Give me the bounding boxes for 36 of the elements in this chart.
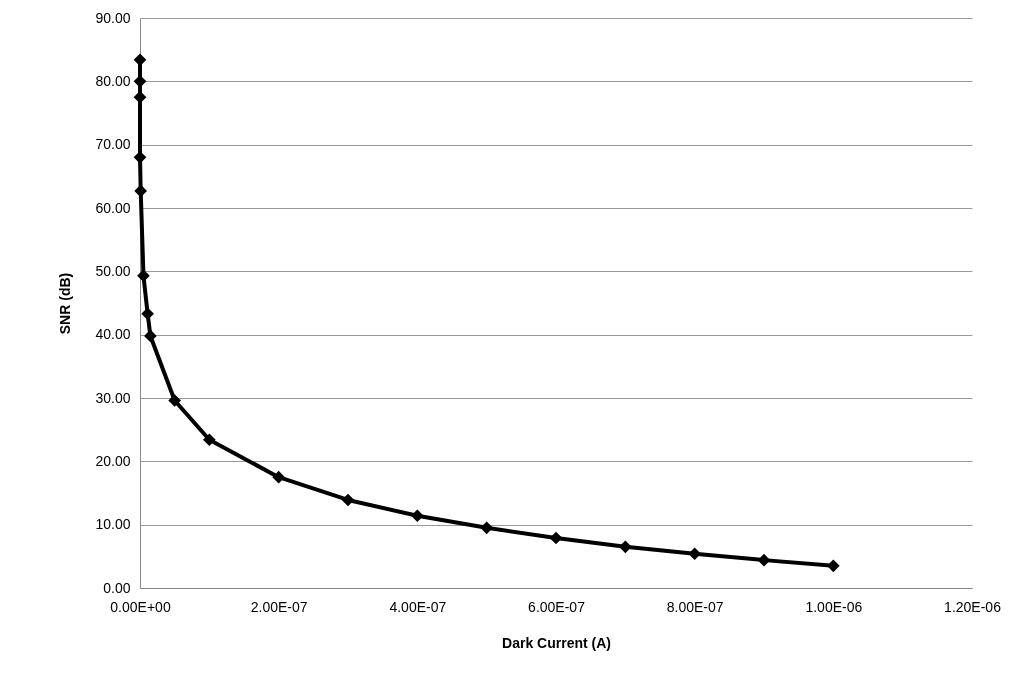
point [168,394,181,407]
x-tick-label: 6.00E-07 [528,598,586,615]
y-tick-label: 0.00 [103,579,131,596]
y-tick-label: 40.00 [95,326,131,343]
point [341,493,355,507]
point [141,307,154,321]
y-tick-label: 70.00 [95,136,131,153]
point [619,540,632,554]
x-tick-label: 0.00E+00 [110,598,171,615]
y-tick-label: 20.00 [95,452,131,469]
point [203,433,216,447]
point [827,559,840,573]
point [134,184,148,198]
point [480,521,493,535]
x-tick-label: 2.00E-07 [250,598,308,615]
y-tick-label: 10.00 [95,516,131,533]
x-tick-label: 4.00E-07 [389,598,447,615]
y-tick-label: 30.00 [95,389,131,406]
point [137,269,150,283]
point [688,547,701,561]
x-tick-label: 8.00E-07 [666,598,724,615]
y-tick-label: 50.00 [95,262,131,279]
y-tick-label: 90.00 [95,9,131,26]
point [144,329,157,343]
x-tick-label: 1.20E-06 [944,598,1002,615]
y-tick-label: 80.00 [95,72,131,89]
y-tick-label: 60.00 [95,199,131,216]
point [272,470,285,484]
y-axis-title: SNR (dB) [57,272,74,335]
point [411,509,424,523]
x-axis-title: Dark Current (A) [502,634,611,651]
point [133,151,147,164]
point [757,553,771,567]
point [549,531,563,545]
point [133,75,147,88]
x-tick-label: 1.00E-06 [805,598,863,615]
